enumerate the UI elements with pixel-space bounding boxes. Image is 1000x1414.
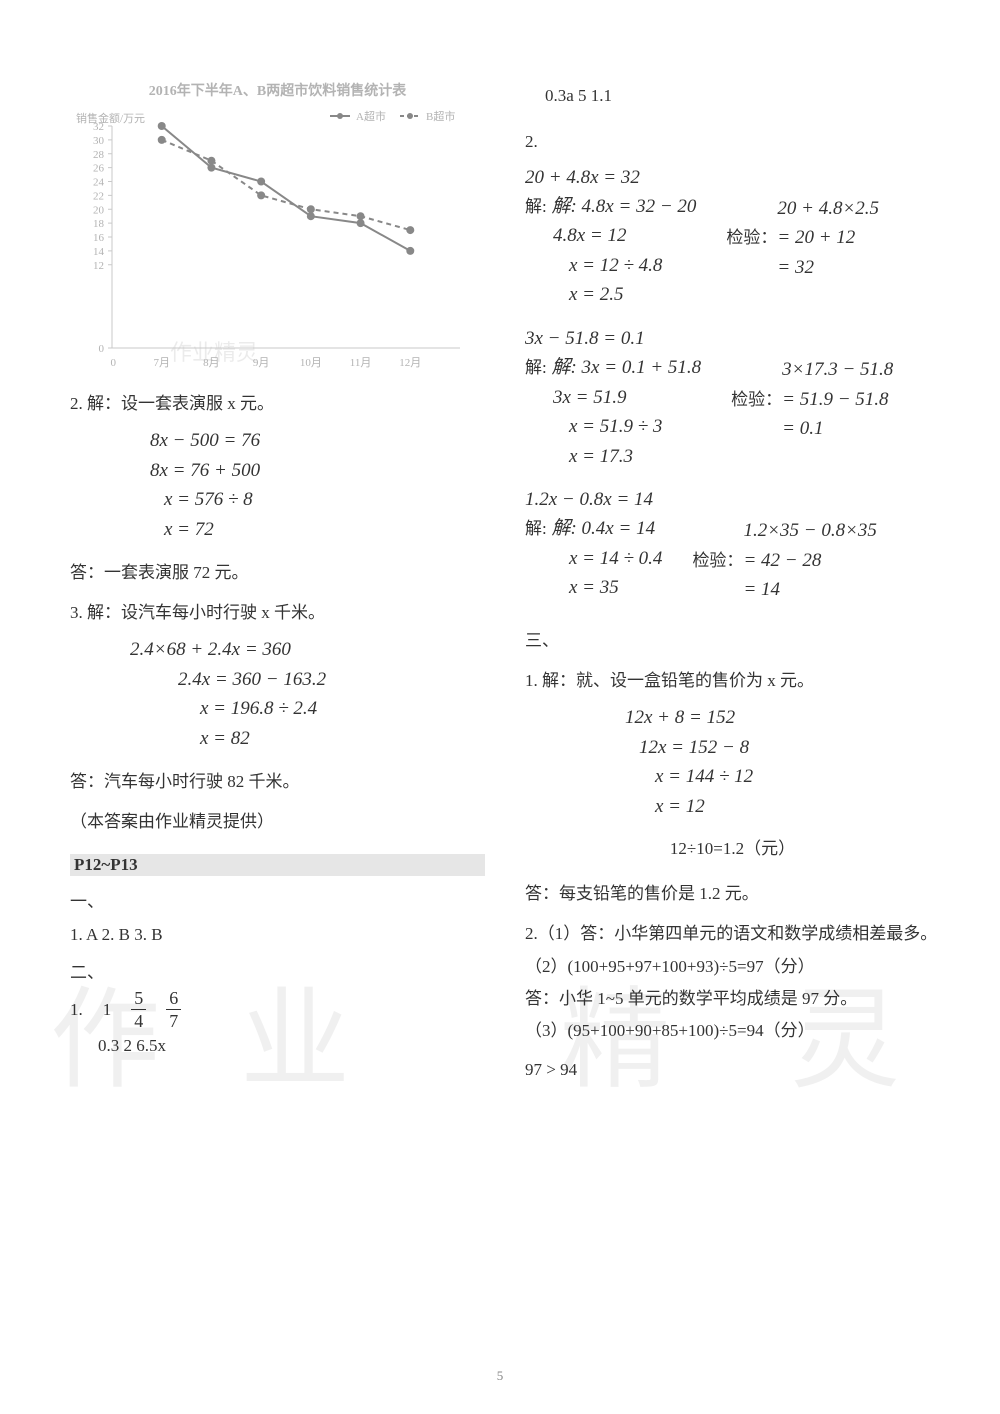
svg-text:7月: 7月: [153, 357, 170, 369]
section-3-label: 三、: [525, 625, 940, 657]
eq: 8x = 76 + 500: [150, 456, 485, 485]
eq: 解: 解: 0.4x = 14: [525, 514, 662, 543]
check: 检验：= 20 + 12: [726, 223, 879, 252]
page-number: 5: [0, 1368, 1000, 1384]
svg-text:16: 16: [93, 232, 105, 244]
svg-text:30: 30: [93, 135, 105, 147]
fraction: 6 7: [166, 989, 181, 1030]
denominator: 7: [166, 1010, 181, 1030]
svg-text:20: 20: [93, 204, 105, 216]
eq: x = 51.9 ÷ 3: [569, 412, 701, 441]
check: 检验：= 14: [692, 575, 876, 604]
eq: 8x − 500 = 76: [150, 426, 485, 455]
calc: 12÷10=1.2（元）: [525, 833, 940, 865]
p2-l4: （3）(95+100+90+85+100)÷5=94（分）: [525, 1015, 940, 1047]
eq: 3x − 51.8 = 0.1: [525, 324, 940, 353]
eq: x = 12: [655, 792, 940, 821]
problem-2-answer: 答：一套表演服 72 元。: [70, 558, 485, 583]
numerator: 5: [131, 989, 146, 1010]
svg-text:26: 26: [93, 163, 105, 175]
top-values: 0.3a 5 1.1: [545, 80, 940, 112]
svg-text:28: 28: [93, 149, 105, 161]
eq: x = 196.8 ÷ 2.4: [200, 694, 485, 723]
q1-row1: 1. 1 5 4 6 7: [70, 989, 485, 1030]
section-1-label: 一、: [70, 886, 485, 918]
q1-val: 1: [103, 994, 112, 1026]
svg-text:10月: 10月: [300, 357, 322, 369]
eq: 解: 解: 3x = 0.1 + 51.8: [525, 353, 701, 382]
svg-text:14: 14: [93, 246, 105, 258]
svg-text:11月: 11月: [350, 357, 372, 369]
svg-text:0: 0: [99, 343, 105, 355]
eq: 12x = 152 − 8: [639, 733, 940, 762]
credit-line: （本答案由作业精灵提供）: [70, 806, 485, 838]
chart-title: 2016年下半年A、B两超市饮料销售统计表: [70, 80, 485, 100]
svg-text:8月: 8月: [203, 357, 220, 369]
check: 检验：20 + 4.8×2.5: [726, 194, 879, 223]
problem-1-head: 1. 解：就、设一盒铅笔的售价为 x 元。: [525, 665, 940, 697]
problem-3-head: 3. 解：设汽车每小时行驶 x 千米。: [70, 597, 485, 629]
fraction: 5 4: [131, 989, 146, 1030]
eq: 20 + 4.8x = 32: [525, 163, 940, 192]
problem-1-answer: 答：每支铅笔的售价是 1.2 元。: [525, 879, 940, 904]
svg-text:22: 22: [93, 190, 104, 202]
check: 检验：= 51.9 − 51.8: [731, 385, 893, 414]
p2-l5: 97 > 94: [525, 1054, 940, 1086]
svg-text:12: 12: [93, 260, 104, 272]
problem-2-head: 2. 解：设一套表演服 x 元。: [70, 388, 485, 420]
svg-text:12月: 12月: [399, 357, 421, 369]
svg-text:24: 24: [93, 177, 105, 189]
eq: x = 82: [200, 724, 485, 753]
eq: 12x + 8 = 152: [625, 703, 940, 732]
eq: 4.8x = 12: [553, 221, 696, 250]
q1-row2: 0.3 2 6.5x: [98, 1030, 485, 1062]
svg-text:销售金额/万元: 销售金额/万元: [76, 111, 145, 125]
q2-label: 2.: [525, 126, 940, 158]
eq: x = 576 ÷ 8: [164, 485, 485, 514]
q1-label: 1.: [70, 994, 83, 1026]
eq: x = 35: [569, 573, 662, 602]
svg-text:18: 18: [93, 218, 105, 230]
svg-text:0: 0: [111, 357, 117, 369]
svg-text:A超市: A超市: [356, 109, 386, 123]
p2-l1: 2.（1）答：小华第四单元的语文和数学成绩相差最多。: [525, 918, 940, 950]
eq-block-a: 20 + 4.8x = 32 解: 解: 4.8x = 32 − 20 4.8x…: [525, 163, 940, 310]
eq-block-c: 1.2x − 0.8x = 14 解: 解: 0.4x = 14 x = 14 …: [525, 485, 940, 605]
check: 检验：= 0.1: [731, 414, 893, 443]
eq: x = 12 ÷ 4.8: [569, 251, 696, 280]
eq: 2.4x = 360 − 163.2: [178, 665, 485, 694]
svg-text:9月: 9月: [253, 357, 270, 369]
eq-block-b: 3x − 51.8 = 0.1 解: 解: 3x = 0.1 + 51.8 3x…: [525, 324, 940, 471]
section-header: P12~P13: [70, 854, 485, 876]
numerator: 6: [166, 989, 181, 1010]
eq: x = 72: [164, 515, 485, 544]
eq: 解: 解: 4.8x = 32 − 20: [525, 192, 696, 221]
mc-answers: 1. A 2. B 3. B: [70, 919, 485, 951]
left-column: 2016年下半年A、B两超市饮料销售统计表 012141618202224262…: [70, 20, 485, 1086]
eq: x = 14 ÷ 0.4: [569, 544, 662, 573]
eq: 1.2x − 0.8x = 14: [525, 485, 940, 514]
section-2-label: 二、: [70, 957, 485, 989]
check: 检验：= 32: [726, 253, 879, 282]
eq: x = 17.3: [569, 442, 701, 471]
svg-text:B超市: B超市: [426, 109, 455, 123]
eq: x = 144 ÷ 12: [655, 762, 940, 791]
problem-3-answer: 答：汽车每小时行驶 82 千米。: [70, 767, 485, 792]
check: 检验：3×17.3 − 51.8: [731, 355, 893, 384]
denominator: 4: [131, 1010, 146, 1030]
p2-l3: 答：小华 1~5 单元的数学平均成绩是 97 分。: [525, 983, 940, 1015]
p2-l2: （2）(100+95+97+100+93)÷5=97（分）: [525, 951, 940, 983]
eq: 3x = 51.9: [553, 383, 701, 412]
sales-chart: 012141618202224262830327月8月9月10月11月12月0销…: [70, 108, 470, 378]
check: 检验：= 42 − 28: [692, 546, 876, 575]
check: 检验：1.2×35 − 0.8×35: [692, 516, 876, 545]
eq: 2.4×68 + 2.4x = 360: [130, 635, 485, 664]
right-column: 0.3a 5 1.1 2. 20 + 4.8x = 32 解: 解: 4.8x …: [525, 20, 940, 1086]
eq: x = 2.5: [569, 280, 696, 309]
